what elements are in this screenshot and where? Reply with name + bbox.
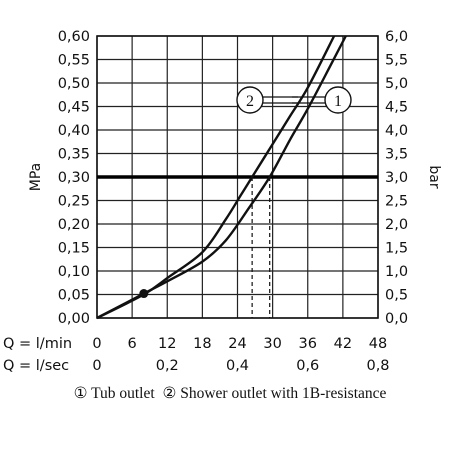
right-tick-label: 0,0 bbox=[385, 311, 408, 327]
left-tick-label: 0,55 bbox=[58, 53, 90, 69]
x-tick-label-lmin: 36 bbox=[299, 336, 317, 352]
x-tick-label-lsec: 0,4 bbox=[226, 358, 249, 374]
x-tick-label-lsec: 0,6 bbox=[296, 358, 319, 374]
callout-circle-2 bbox=[236, 86, 264, 114]
left-tick-label: 0,35 bbox=[58, 147, 90, 163]
right-tick-label: 3,5 bbox=[385, 147, 408, 163]
data-point-marker bbox=[139, 289, 149, 299]
left-tick-label: 0,40 bbox=[58, 123, 90, 139]
legend-marker-1: ① bbox=[73, 385, 88, 402]
right-tick-label: 4,0 bbox=[385, 123, 408, 139]
series-lines bbox=[96, 35, 347, 320]
legend-item-shower-outlet: ② Shower outlet with 1B-resistance bbox=[162, 385, 386, 402]
series-line-1 bbox=[96, 35, 347, 320]
x-axis-lmin-title: Q = l/min bbox=[3, 336, 72, 352]
right-tick-label: 4,5 bbox=[385, 100, 408, 116]
x-tick-label-lsec: 0,2 bbox=[156, 358, 179, 374]
callout-circle-1 bbox=[324, 86, 352, 114]
right-tick-label: 2,5 bbox=[385, 194, 408, 210]
left-tick-label: 0,15 bbox=[58, 241, 90, 257]
x-tick-label-lsec: 0 bbox=[92, 358, 101, 374]
left-tick-label: 0,45 bbox=[58, 100, 90, 116]
left-tick-label: 0,50 bbox=[58, 76, 90, 92]
left-axis-title: MPa bbox=[28, 163, 44, 191]
left-tick-label: 0,20 bbox=[58, 217, 90, 233]
callout-number-2: 2 bbox=[246, 93, 254, 110]
x-tick-label-lmin: 48 bbox=[369, 336, 387, 352]
left-tick-label: 0,05 bbox=[58, 288, 90, 304]
right-tick-label: 2,0 bbox=[385, 217, 408, 233]
legend-marker-2: ② bbox=[162, 385, 177, 402]
left-tick-label: 0,30 bbox=[58, 170, 90, 186]
chart-axes: 0,000,050,100,150,200,250,300,350,400,45… bbox=[3, 29, 442, 374]
left-tick-label: 0,10 bbox=[58, 264, 90, 280]
left-tick-label: 0,25 bbox=[58, 194, 90, 210]
chart-legend-caption: ① Tub outlet ② Shower outlet with 1B-res… bbox=[60, 384, 400, 404]
legend-label-tub-outlet: Tub outlet bbox=[91, 385, 155, 402]
right-tick-label: 0,5 bbox=[385, 288, 408, 304]
x-tick-label-lsec: 0,8 bbox=[366, 358, 389, 374]
left-tick-label: 0,00 bbox=[58, 311, 90, 327]
x-tick-label-lmin: 6 bbox=[128, 336, 137, 352]
x-axis-lsec-title: Q = l/sec bbox=[3, 358, 69, 374]
left-tick-label: 0,60 bbox=[58, 29, 90, 45]
x-tick-label-lmin: 18 bbox=[193, 336, 211, 352]
right-tick-label: 1,0 bbox=[385, 264, 408, 280]
right-tick-label: 6,0 bbox=[385, 29, 408, 45]
x-tick-label-lmin: 24 bbox=[228, 336, 246, 352]
right-tick-label: 1,5 bbox=[385, 241, 408, 257]
legend-item-tub-outlet: ① Tub outlet bbox=[74, 385, 155, 402]
x-tick-label-lmin: 12 bbox=[158, 336, 176, 352]
x-tick-label-lmin: 0 bbox=[92, 336, 101, 352]
reference-line-group bbox=[97, 175, 378, 318]
right-tick-label: 5,5 bbox=[385, 53, 408, 69]
right-tick-label: 3,0 bbox=[385, 170, 408, 186]
right-axis-title: bar bbox=[426, 165, 442, 188]
series-line-2 bbox=[96, 35, 336, 320]
right-tick-label: 5,0 bbox=[385, 76, 408, 92]
x-tick-label-lmin: 42 bbox=[334, 336, 352, 352]
legend-label-shower-outlet: Shower outlet with 1B-resistance bbox=[180, 385, 387, 402]
x-tick-label-lmin: 30 bbox=[263, 336, 281, 352]
callout-number-1: 1 bbox=[334, 93, 342, 110]
